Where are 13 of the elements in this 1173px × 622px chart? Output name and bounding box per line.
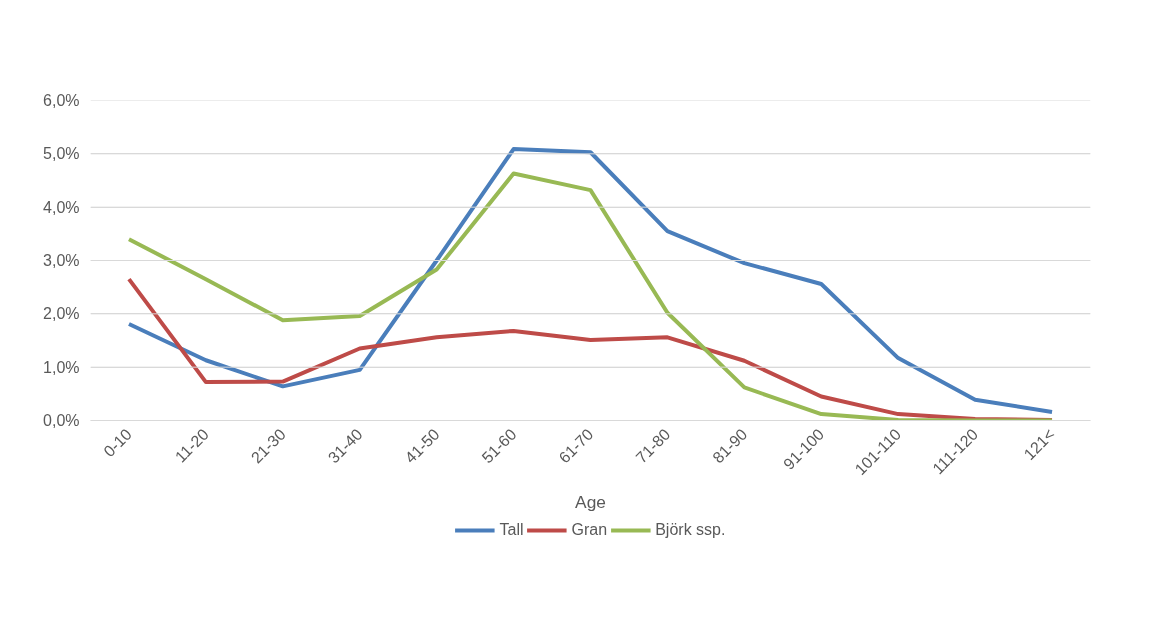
y-tick-label: 0,0% [43,412,80,429]
x-tick-label: 0-10 [100,425,136,461]
y-tick-label: 3,0% [43,252,80,269]
y-tick-label: 6,0% [43,92,80,109]
y-tick-label: 2,0% [43,305,80,323]
line-series [126,277,1055,421]
x-axis-title: Age [575,492,606,513]
legend-label: Tall [499,521,524,539]
legend-label: Gran [571,521,608,539]
y-tick-label: 5,0% [43,145,80,163]
legend-label: Björk ssp. [655,521,726,539]
y-tick-label: 1,0% [43,358,80,376]
y-tick-label: 4,0% [43,198,80,216]
